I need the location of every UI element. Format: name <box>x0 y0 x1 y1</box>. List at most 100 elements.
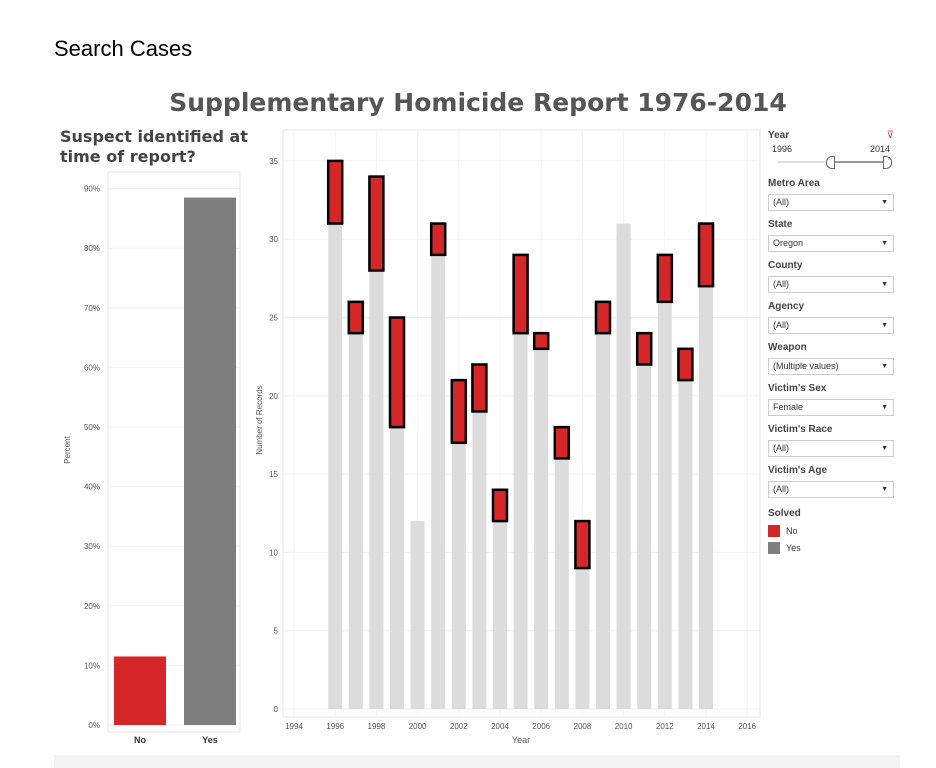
year-filter-label: Year <box>768 130 790 141</box>
y-tick-label: 0% <box>88 721 100 730</box>
y-tick-label: 90% <box>84 185 100 194</box>
bar-unsolved-1996 <box>326 159 344 225</box>
y-tick-label: 20% <box>84 602 100 611</box>
bar-unsolved-2008 <box>574 519 591 570</box>
weapon-label: Weapon <box>768 342 807 353</box>
filter-clear-icon[interactable]: ⊽ <box>886 130 894 141</box>
slider-handle-max[interactable] <box>883 156 892 169</box>
y-tick-label: 30 <box>269 235 278 244</box>
x-tick-label: 2000 <box>409 722 427 731</box>
bar-solved-2003 <box>472 411 487 709</box>
bar-solved-2013 <box>678 380 693 709</box>
legend-item-yes[interactable]: Yes <box>768 539 894 556</box>
y-tick-label: 70% <box>84 304 100 313</box>
victim-s-age-dropdown[interactable]: (All) ▼ <box>768 481 894 498</box>
x-tick-label: 2008 <box>574 722 592 731</box>
y-tick-label: 10 <box>269 548 278 557</box>
x-tick-label: 1994 <box>285 722 303 731</box>
slider-handle-min[interactable] <box>826 156 835 169</box>
agency-dropdown[interactable]: (All) ▼ <box>768 317 894 334</box>
y-tick-label: 60% <box>84 363 100 372</box>
dropdown-value: (Multiple values) <box>773 361 839 371</box>
bar-unsolved-2012 <box>656 253 674 304</box>
year-slider[interactable] <box>768 154 894 170</box>
legend-label: No <box>786 525 798 536</box>
victim-s-race-dropdown[interactable]: (All) ▼ <box>768 440 894 457</box>
x-tick-label: 2002 <box>450 722 468 731</box>
right-plot-frame <box>282 129 761 718</box>
victim-s-sex-dropdown[interactable]: Female ▼ <box>768 399 894 416</box>
chevron-down-icon: ▼ <box>881 322 888 329</box>
state-dropdown[interactable]: Oregon ▼ <box>768 235 894 252</box>
bar-solved-1996 <box>328 223 343 710</box>
bar-solved-2008 <box>575 568 590 709</box>
metro-area-dropdown[interactable]: (All) ▼ <box>768 194 894 211</box>
bar-solved-2005 <box>513 333 528 709</box>
dropdown-value: Female <box>773 402 804 412</box>
chevron-down-icon: ▼ <box>881 281 888 288</box>
dropdown-value: (All) <box>773 197 789 207</box>
legend-title: Solved <box>768 508 801 519</box>
chevron-down-icon: ▼ <box>881 363 888 370</box>
bar-unsolved-2014 <box>697 222 715 288</box>
year-range: 1996 2014 <box>768 144 894 154</box>
bar-solved-2001 <box>431 254 446 710</box>
bar-unsolved-1998 <box>368 175 385 272</box>
y-tick-label: 80% <box>84 244 100 253</box>
bar-solved-1999 <box>390 427 404 709</box>
dropdown-value: (All) <box>773 443 789 453</box>
x-tick-label: No <box>134 735 146 745</box>
y-tick-label: 35 <box>269 157 278 166</box>
state-label: State <box>768 219 793 230</box>
dashboard-title: Supplementary Homicide Report 1976-2014 <box>169 88 787 117</box>
y-tick-label: 30% <box>84 542 100 551</box>
x-tick-label: 2012 <box>656 722 674 731</box>
weapon-dropdown[interactable]: (Multiple values) ▼ <box>768 358 894 375</box>
county-dropdown[interactable]: (All) ▼ <box>768 276 894 293</box>
bar-unsolved-1999 <box>388 316 406 429</box>
bar-solved-2011 <box>637 364 652 709</box>
agency-label: Agency <box>768 301 805 312</box>
county-label: County <box>768 260 803 271</box>
y-axis-label: Number of Records <box>255 385 264 454</box>
bar-solved-2012 <box>657 301 672 709</box>
dropdown-value: (All) <box>773 484 789 494</box>
x-tick-label: 1998 <box>368 722 386 731</box>
bar-solved-2002 <box>451 442 466 709</box>
victim-s-age-label: Victim's Age <box>768 465 828 476</box>
bar-solved-2014 <box>699 286 713 709</box>
year-max: 2014 <box>869 144 890 154</box>
legend-label: Yes <box>786 542 801 553</box>
y-tick-label: 5 <box>274 627 279 636</box>
bar-solved-2000 <box>410 521 425 709</box>
dropdown-value: (All) <box>773 320 789 330</box>
victim-s-race-label: Victim's Race <box>768 424 833 435</box>
page-title: Search Cases <box>54 36 193 61</box>
legend-item-no[interactable]: No <box>768 522 894 539</box>
chevron-down-icon: ▼ <box>881 486 888 493</box>
left-plot-frame <box>107 171 241 733</box>
y-tick-label: 0 <box>274 705 279 714</box>
y-tick-label: 40% <box>84 483 100 492</box>
bar-solved-2009 <box>596 333 610 709</box>
bar-unsolved-2001 <box>429 222 447 257</box>
bar-unsolved-2013 <box>677 347 694 382</box>
y-tick-label: 15 <box>269 470 278 479</box>
bar-unsolved-2007 <box>553 425 571 460</box>
y-axis-label: Percent <box>63 435 72 463</box>
bar-unsolved-2005 <box>512 253 529 335</box>
bar-unsolved-1997 <box>347 300 365 335</box>
chevron-down-icon: ▼ <box>881 199 888 206</box>
bar-unsolved-2004 <box>491 488 509 523</box>
bar-solved-2007 <box>554 458 569 709</box>
x-tick-label: 2014 <box>697 722 715 731</box>
chevron-down-icon: ▼ <box>881 445 888 452</box>
bar-solved-1997 <box>348 333 363 709</box>
x-tick-label: Yes <box>202 735 218 745</box>
filter-panel: Year ⊽ 1996 2014 Metro Area (All) ▼ State … <box>768 122 894 556</box>
x-tick-label: 2004 <box>491 722 509 731</box>
bar-unsolved-2009 <box>594 300 612 335</box>
y-tick-label: 50% <box>84 423 100 432</box>
dropdown-value: (All) <box>773 279 789 289</box>
